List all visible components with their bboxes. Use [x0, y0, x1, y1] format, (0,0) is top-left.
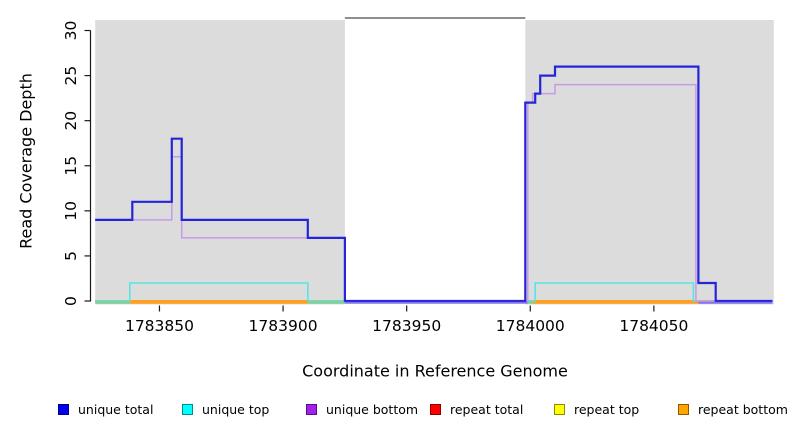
x-tick-label: 1784000 [496, 317, 565, 335]
shaded-region-1 [95, 20, 345, 305]
y-tick-label: 15 [62, 156, 80, 176]
series-line-unique-total [95, 65, 773, 303]
legend-swatch-unique-total [58, 403, 69, 415]
legend-item-unique-total: unique total [58, 402, 182, 417]
series-line-unique-bottom [95, 83, 773, 302]
legend-swatch-repeat-bottom [678, 403, 689, 415]
x-tick-label: 1783850 [125, 317, 194, 335]
x-tick-label: 1783950 [372, 317, 441, 335]
legend-item-repeat-bottom: repeat bottom [678, 402, 792, 417]
legend-swatch-unique-top [182, 403, 193, 415]
legend-label: unique total [78, 401, 154, 417]
y-tick-label: 10 [62, 201, 80, 221]
legend-item-unique-top: unique top [182, 402, 306, 417]
y-tick-label: 20 [62, 111, 80, 131]
legend: unique total unique top unique bottom repea… [0, 397, 792, 421]
legend-label: repeat bottom [698, 401, 788, 417]
legend-swatch-unique-bottom [306, 403, 317, 415]
y-tick-label: 30 [62, 21, 80, 41]
x-tick-label: 1783900 [249, 317, 318, 335]
legend-swatch-repeat-top [554, 403, 565, 415]
shaded-region-2 [525, 20, 774, 305]
y-tick-label: 25 [62, 66, 80, 86]
x-axis-title: Coordinate in Reference Genome [302, 361, 568, 381]
legend-swatch-repeat-total [430, 403, 441, 415]
y-tick-label: 5 [62, 251, 80, 261]
legend-label: unique top [202, 401, 270, 417]
y-axis-title: Read Coverage Depth [16, 73, 36, 249]
legend-item-repeat-top: repeat top [554, 402, 678, 417]
legend-item-repeat-total: repeat total [430, 402, 554, 417]
x-tick-label: 1784050 [619, 317, 688, 335]
legend-label: repeat total [450, 401, 524, 417]
y-tick-label: 0 [62, 296, 80, 306]
legend-label: unique bottom [326, 401, 419, 417]
legend-label: repeat top [574, 401, 640, 417]
legend-item-unique-bottom: unique bottom [306, 402, 430, 417]
